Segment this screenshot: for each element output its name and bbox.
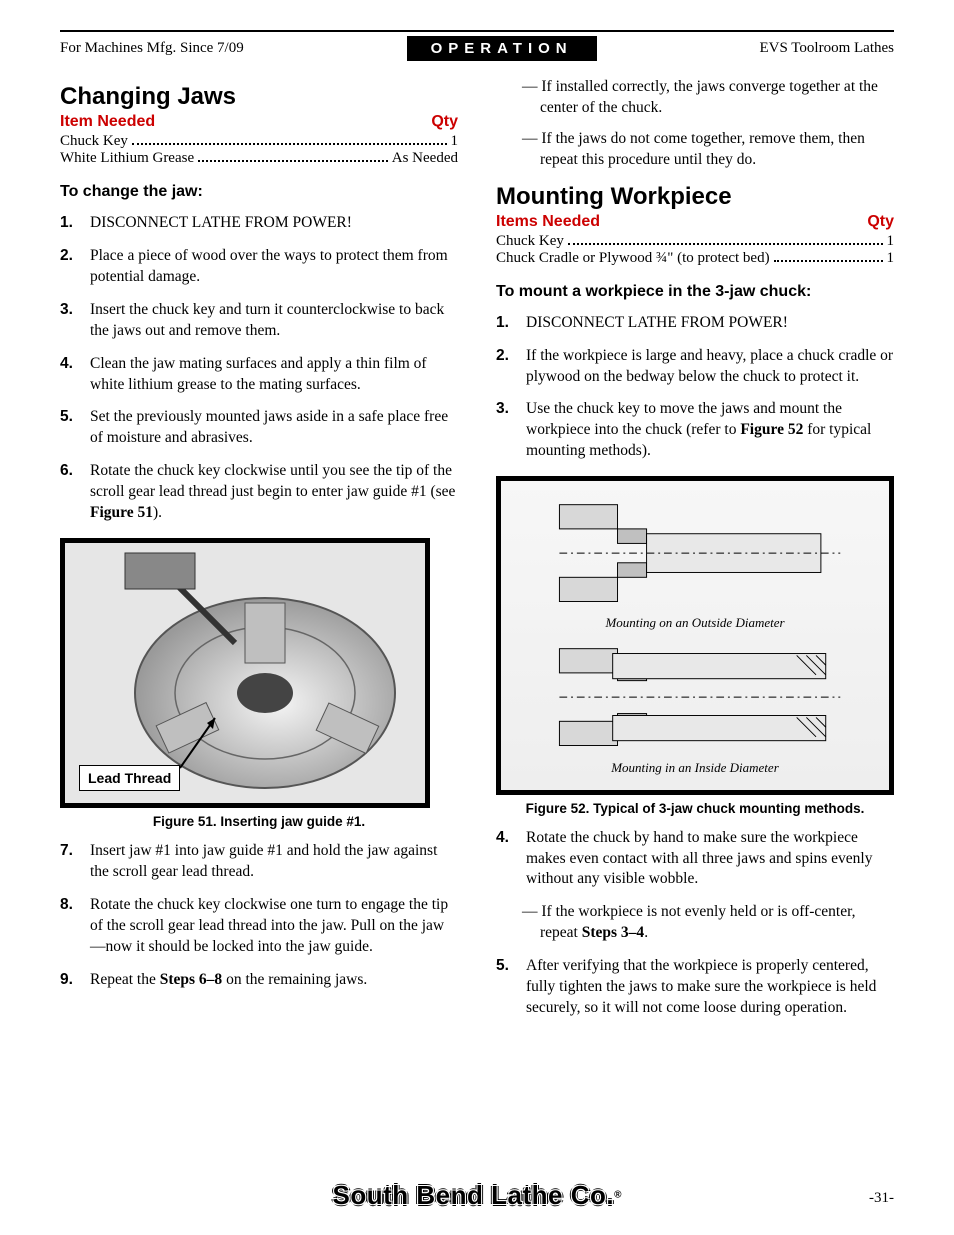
item-name: White Lithium Grease <box>60 150 194 167</box>
procedure-heading: To change the jaw: <box>60 183 458 201</box>
leader-dots <box>132 133 447 145</box>
item-row: Chuck Key 1 <box>496 233 894 250</box>
item-row: Chuck Key 1 <box>60 133 458 150</box>
figure-51-caption: Figure 51. Inserting jaw guide #1. <box>60 814 458 829</box>
chuck-photo-svg <box>65 543 425 803</box>
step: Insert the chuck key and turn it counter… <box>60 300 458 342</box>
item-name: Chuck Key <box>496 233 564 250</box>
figure-51: Lead Thread <box>60 538 430 808</box>
running-header: For Machines Mfg. Since 7/09 OPERATION E… <box>60 36 894 61</box>
item-row: White Lithium Grease As Needed <box>60 150 458 167</box>
step: Rotate the chuck by hand to make sure th… <box>496 828 894 891</box>
steps-list-b: Insert jaw #1 into jaw guide #1 and hold… <box>60 841 458 991</box>
step: Place a piece of wood over the ways to p… <box>60 246 458 288</box>
lead-thread-label: Lead Thread <box>79 765 180 791</box>
leader-dots <box>198 150 388 162</box>
item-qty: As Needed <box>392 150 458 167</box>
leader-dots <box>774 250 883 262</box>
page: For Machines Mfg. Since 7/09 OPERATION E… <box>0 0 954 1235</box>
page-footer: South Bend Lathe Co.® <box>0 1180 954 1211</box>
section-mounting-workpiece: Mounting Workpiece <box>496 183 894 211</box>
body-columns: Changing Jaws Item Needed Qty Chuck Key … <box>60 71 894 1031</box>
item-qty: 1 <box>887 250 895 267</box>
step: Use the chuck key to move the jaws and m… <box>496 399 894 462</box>
items-needed-label: Items Needed <box>496 213 600 231</box>
step: Rotate the chuck key clockwise one turn … <box>60 895 458 958</box>
step-text-post: on the remaining jaws. <box>222 971 367 988</box>
step: DISCONNECT LATHE FROM POWER! <box>60 213 458 234</box>
top-rule <box>60 30 894 32</box>
figure-52-diagram: Mounting on an Outside Diameter <box>501 481 889 789</box>
item-name: Chuck Key <box>60 133 128 150</box>
figure-ref: Figure 51 <box>90 504 153 521</box>
dash-text-post: . <box>644 924 648 941</box>
step-text-post: ). <box>153 504 162 521</box>
right-column: — If installed correctly, the jaws conve… <box>496 71 894 1031</box>
outside-diameter-svg <box>511 495 879 611</box>
step: Repeat the Steps 6–8 on the remaining ja… <box>60 970 458 991</box>
left-column: Changing Jaws Item Needed Qty Chuck Key … <box>60 71 458 1031</box>
item-qty: 1 <box>887 233 895 250</box>
step: If the workpiece is large and heavy, pla… <box>496 346 894 388</box>
dash-text: — If the workpiece is not evenly held or… <box>522 903 856 941</box>
dash-note: — If the jaws do not come together, remo… <box>496 129 894 171</box>
step: DISCONNECT LATHE FROM POWER! <box>496 313 894 334</box>
step: Rotate the chuck key clockwise until you… <box>60 461 458 524</box>
steps-list-d: Rotate the chuck by hand to make sure th… <box>496 828 894 891</box>
steps-list-c: DISCONNECT LATHE FROM POWER! If the work… <box>496 313 894 463</box>
item-qty: 1 <box>451 133 459 150</box>
figure-ref: Figure 52 <box>740 421 803 438</box>
qty-label: Qty <box>431 113 458 131</box>
item-needed-label: Item Needed <box>60 113 155 131</box>
figure-52-caption: Figure 52. Typical of 3-jaw chuck mounti… <box>496 801 894 816</box>
step-text: Repeat the <box>90 971 160 988</box>
step: Insert jaw #1 into jaw guide #1 and hold… <box>60 841 458 883</box>
section-changing-jaws: Changing Jaws <box>60 83 458 111</box>
item-name: Chuck Cradle or Plywood ¾" (to protect b… <box>496 250 770 267</box>
page-number: -31- <box>869 1190 894 1207</box>
step: After verifying that the workpiece is pr… <box>496 956 894 1019</box>
inside-diameter-caption: Mounting in an Inside Diameter <box>511 760 879 776</box>
step: Set the previously mounted jaws aside in… <box>60 407 458 449</box>
brand-logo: South Bend Lathe Co. <box>333 1180 615 1210</box>
item-needed-header: Item Needed Qty <box>60 113 458 131</box>
steps-ref: Steps 3–4 <box>582 924 644 941</box>
procedure-heading: To mount a workpiece in the 3-jaw chuck: <box>496 283 894 301</box>
items-needed-header: Items Needed Qty <box>496 213 894 231</box>
figure-51-image: Lead Thread <box>65 543 425 803</box>
inside-diameter-svg <box>511 639 879 755</box>
step-text: Rotate the chuck key clockwise until you… <box>90 462 455 500</box>
dash-note: — If the workpiece is not evenly held or… <box>496 902 894 944</box>
steps-list-a: DISCONNECT LATHE FROM POWER! Place a pie… <box>60 213 458 524</box>
item-row: Chuck Cradle or Plywood ¾" (to protect b… <box>496 250 894 267</box>
outside-diameter-caption: Mounting on an Outside Diameter <box>511 615 879 631</box>
header-right: EVS Toolroom Lathes <box>759 40 894 57</box>
figure-52: Mounting on an Outside Diameter <box>496 476 894 794</box>
leader-dots <box>568 233 883 245</box>
steps-ref: Steps 6–8 <box>160 971 222 988</box>
step: Clean the jaw mating surfaces and apply … <box>60 354 458 396</box>
dash-note: — If installed correctly, the jaws conve… <box>496 77 894 119</box>
steps-list-e: After verifying that the workpiece is pr… <box>496 956 894 1019</box>
qty-label: Qty <box>867 213 894 231</box>
header-left: For Machines Mfg. Since 7/09 <box>60 40 244 57</box>
header-center: OPERATION <box>407 36 597 61</box>
